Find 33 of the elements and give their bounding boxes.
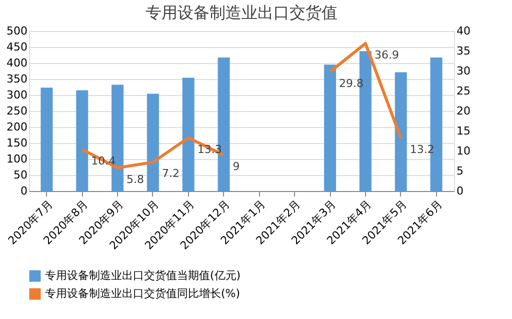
y-tick-label: 250 (6, 104, 28, 118)
data-label: 5.8 (126, 172, 144, 186)
bar (146, 94, 159, 191)
y2-tick-label: 10 (456, 144, 470, 158)
data-label: 36.9 (374, 48, 399, 62)
y-tick-label: 400 (6, 56, 28, 70)
y2-tick-label: 15 (456, 124, 470, 138)
bar (40, 88, 53, 191)
chart-title: 专用设备制造业出口交货值 (146, 3, 338, 22)
y-tick-label: 450 (6, 40, 28, 54)
y-tick-label: 50 (14, 168, 28, 182)
bar (324, 64, 336, 191)
y2-tick-label: 0 (456, 184, 464, 198)
y-tick-label: 200 (6, 120, 28, 134)
legend-label: 专用设备制造业出口交货值当期值(亿元) (45, 269, 241, 282)
y-tick-label: 0 (20, 184, 28, 198)
bar (76, 90, 88, 191)
y2-tick-label: 30 (456, 64, 470, 78)
y-tick-label: 500 (6, 24, 28, 38)
bar (394, 72, 407, 191)
legend-label: 专用设备制造业出口交货值同比增长(%) (45, 287, 240, 300)
bar (182, 78, 194, 191)
data-label: 7.2 (162, 167, 180, 180)
data-label: 9 (232, 160, 240, 173)
y-tick-label: 150 (6, 136, 28, 150)
y2-tick-label: 5 (456, 164, 464, 178)
y2-tick-label: 25 (456, 84, 470, 98)
y-tick-label: 300 (6, 88, 28, 102)
y-tick-label: 350 (6, 72, 28, 86)
y2-tick-label: 20 (456, 104, 470, 118)
y2-tick-label: 40 (456, 24, 470, 38)
y2-tick-label: 35 (456, 44, 470, 58)
y-tick-label: 100 (6, 152, 28, 166)
